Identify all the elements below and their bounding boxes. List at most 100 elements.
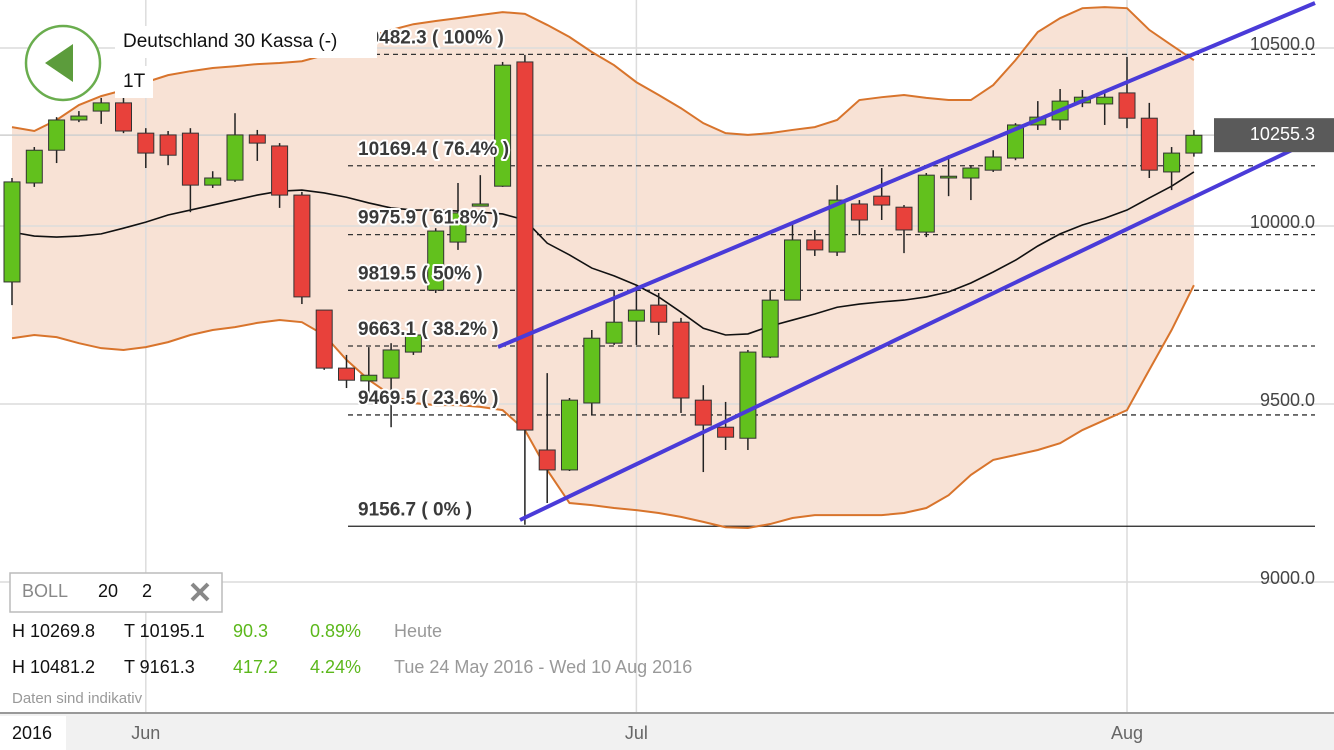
candle-body (538, 449, 556, 471)
background-layer (0, 0, 1334, 712)
candle-body (561, 399, 578, 471)
channel-upper (497, 1, 1316, 349)
y-tick-label: 10500.0 (1250, 34, 1315, 54)
candle-body (784, 239, 801, 301)
candle-body (271, 145, 289, 196)
stat-low: T 9161.3 (124, 657, 195, 677)
candle-body (940, 175, 958, 179)
candle-body (984, 156, 1002, 171)
candle-body (761, 299, 779, 358)
candle-body (1185, 134, 1203, 154)
fib-label: 9156.7 ( 0% ) (358, 499, 472, 520)
candle-body (115, 102, 132, 132)
candle-body (471, 203, 489, 207)
candle-body (605, 321, 623, 344)
candle-body (739, 351, 757, 439)
candle-body (338, 367, 355, 381)
candle-body (850, 203, 868, 221)
candle-body (315, 309, 333, 369)
x-tick-label: Jul (625, 723, 648, 743)
remove-indicator[interactable] (190, 582, 210, 602)
candle-body (25, 149, 43, 184)
candle-body (204, 177, 222, 186)
band-lower (11, 284, 1195, 529)
band-upper (11, 6, 1195, 136)
last-price-label: 10255.3 (1250, 124, 1315, 144)
indicator-deviation: 2 (142, 581, 152, 601)
indicator-box (9, 572, 223, 613)
fib-label: 9975.9 ( 61.8% ) (358, 208, 498, 229)
candle-body (248, 134, 266, 144)
fib-label: 9469.5 ( 23.6% ) (358, 388, 498, 409)
candle-body (494, 64, 512, 187)
candle-body (159, 134, 177, 156)
candle-body (895, 206, 913, 231)
candle-body (627, 309, 645, 322)
band-middle (11, 171, 1195, 336)
candle-body (806, 239, 824, 251)
candle-body (293, 194, 311, 298)
labels: 10482.3 ( 100% ) 10169.4 ( 76.4% ) 9975.9 … (356, 25, 1334, 588)
chart-title: Deutschland 30 Kassa (-) (123, 31, 337, 52)
stat-change: 417.2 (233, 657, 278, 677)
title-box (115, 26, 377, 58)
x-tick-label: Jun (131, 723, 160, 743)
candle-body (427, 230, 445, 291)
interval-box (115, 66, 153, 98)
fib-label: 10169.4 ( 76.4% ) (358, 139, 509, 160)
candle-body (1163, 152, 1181, 173)
candle-body (1007, 124, 1024, 159)
band-fill (12, 7, 1194, 528)
fib-label: 9663.1 ( 38.2% ) (358, 319, 498, 340)
fib-label: 10482.3 ( 100% ) (358, 27, 504, 48)
candle-body (962, 167, 980, 179)
trend-channel (497, 1, 1316, 522)
candle-body (181, 132, 199, 186)
stat-percent: 4.24% (310, 657, 361, 677)
candle-body (48, 119, 66, 151)
candle-body (360, 374, 378, 382)
candle-body (92, 102, 110, 112)
last-price-box (1214, 118, 1334, 153)
candle-body (583, 337, 601, 404)
stat-change: 90.3 (233, 621, 268, 641)
stat-high: H 10481.2 (12, 657, 95, 677)
stats: H 10269.8 T 10195.1 90.3 0.89% Heute H 1… (12, 621, 692, 707)
channel-lower (519, 148, 1293, 522)
x-axis-strip (0, 712, 1334, 750)
candle-body (1096, 96, 1114, 105)
candle-body (70, 115, 88, 121)
indicator-period: 20 (98, 581, 118, 601)
remove-icon[interactable] (190, 582, 210, 602)
candle-body (717, 426, 735, 438)
candle-body (3, 181, 21, 283)
candle-body (828, 199, 846, 253)
interval: 1T (123, 71, 146, 92)
x-tick-label: Aug (1111, 723, 1143, 743)
stat-percent: 0.89% (310, 621, 361, 641)
stat-period: Tue 24 May 2016 - Wed 10 Aug 2016 (394, 657, 692, 677)
candle-body (917, 174, 935, 233)
stat-high: H 10269.8 (12, 621, 95, 641)
stat-low: T 10195.1 (124, 621, 205, 641)
candle-body (449, 212, 467, 243)
candle-body (1118, 92, 1136, 119)
candle-body (382, 349, 400, 379)
candle-body (137, 132, 155, 154)
y-tick-label: 9500.0 (1260, 390, 1315, 410)
candle-body (226, 134, 244, 181)
fib-label: 9819.5 ( 50% ) (358, 263, 483, 284)
candle-body (873, 195, 891, 206)
year-box (0, 716, 66, 750)
back-arrow[interactable] (45, 44, 73, 82)
year-label: 2016 (12, 723, 52, 743)
x-axis: Jun Jul Aug (131, 723, 1143, 743)
candle-body (672, 321, 690, 399)
note: Daten sind indikativ (12, 690, 143, 707)
candle-body (694, 399, 712, 426)
candle-body (1140, 117, 1158, 171)
indicator-name: BOLL (22, 581, 68, 601)
stat-period: Heute (394, 621, 442, 641)
candle-body (404, 334, 422, 353)
